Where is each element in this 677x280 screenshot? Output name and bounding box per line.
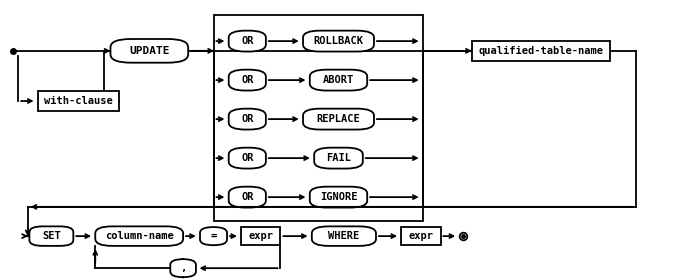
FancyBboxPatch shape [312,226,376,246]
Text: with-clause: with-clause [44,96,113,106]
FancyBboxPatch shape [229,148,266,169]
FancyBboxPatch shape [229,70,266,90]
Text: qualified-table-name: qualified-table-name [479,46,604,56]
Text: expr: expr [248,231,274,241]
FancyBboxPatch shape [229,109,266,130]
FancyBboxPatch shape [401,227,441,245]
Text: column-name: column-name [105,231,173,241]
FancyBboxPatch shape [200,227,227,245]
FancyBboxPatch shape [310,70,367,90]
Text: WHERE: WHERE [328,231,359,241]
Bar [213,15,423,221]
Text: OR: OR [241,192,254,202]
Text: =: = [211,231,217,241]
FancyBboxPatch shape [303,31,374,52]
FancyBboxPatch shape [472,41,611,60]
Text: OR: OR [241,153,254,163]
FancyBboxPatch shape [29,226,73,246]
FancyBboxPatch shape [110,39,188,63]
Text: OR: OR [241,114,254,124]
Text: ABORT: ABORT [323,75,354,85]
FancyBboxPatch shape [171,259,196,277]
Text: expr: expr [408,231,433,241]
FancyBboxPatch shape [310,187,367,207]
Text: IGNORE: IGNORE [320,192,357,202]
Text: OR: OR [241,75,254,85]
Text: REPLACE: REPLACE [317,114,360,124]
FancyBboxPatch shape [241,227,280,245]
FancyBboxPatch shape [229,31,266,52]
Text: FAIL: FAIL [326,153,351,163]
FancyBboxPatch shape [303,109,374,130]
FancyBboxPatch shape [229,187,266,207]
Text: OR: OR [241,36,254,46]
FancyBboxPatch shape [314,148,363,169]
Text: UPDATE: UPDATE [129,46,169,56]
Text: ,: , [180,263,186,273]
Text: SET: SET [42,231,61,241]
Text: ROLLBACK: ROLLBACK [313,36,364,46]
FancyBboxPatch shape [38,91,119,111]
FancyBboxPatch shape [95,226,183,246]
